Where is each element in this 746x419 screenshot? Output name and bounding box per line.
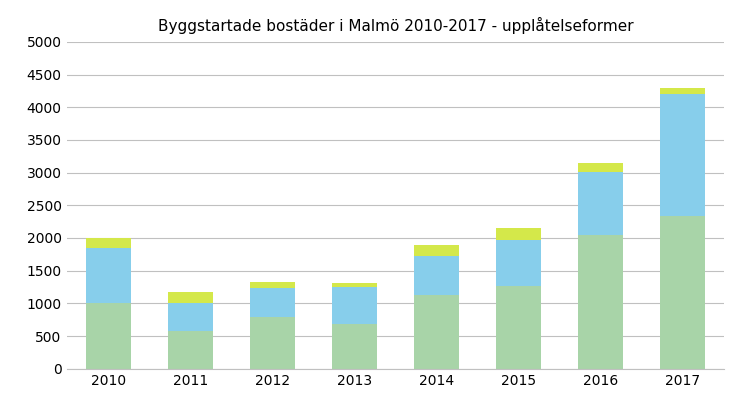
Bar bbox=[332, 287, 377, 324]
Bar bbox=[660, 88, 705, 94]
Bar bbox=[86, 303, 131, 369]
Bar bbox=[86, 248, 131, 303]
Bar bbox=[414, 295, 459, 369]
Bar bbox=[414, 256, 459, 295]
Bar bbox=[168, 331, 213, 369]
Bar bbox=[578, 163, 623, 172]
Bar bbox=[496, 286, 541, 369]
Bar bbox=[86, 238, 131, 248]
Bar bbox=[168, 292, 213, 303]
Bar bbox=[496, 240, 541, 286]
Bar bbox=[250, 288, 295, 317]
Title: Byggstartade bostäder i Malmö 2010-2017 - upplåtelseformer: Byggstartade bostäder i Malmö 2010-2017 … bbox=[157, 17, 633, 34]
Bar bbox=[578, 172, 623, 235]
Bar bbox=[250, 282, 295, 288]
Bar bbox=[332, 283, 377, 287]
Bar bbox=[496, 228, 541, 240]
Bar bbox=[660, 94, 705, 217]
Bar bbox=[660, 217, 705, 369]
Bar bbox=[332, 324, 377, 369]
Bar bbox=[250, 317, 295, 369]
Bar bbox=[168, 303, 213, 331]
Bar bbox=[414, 245, 459, 256]
Bar bbox=[578, 235, 623, 369]
